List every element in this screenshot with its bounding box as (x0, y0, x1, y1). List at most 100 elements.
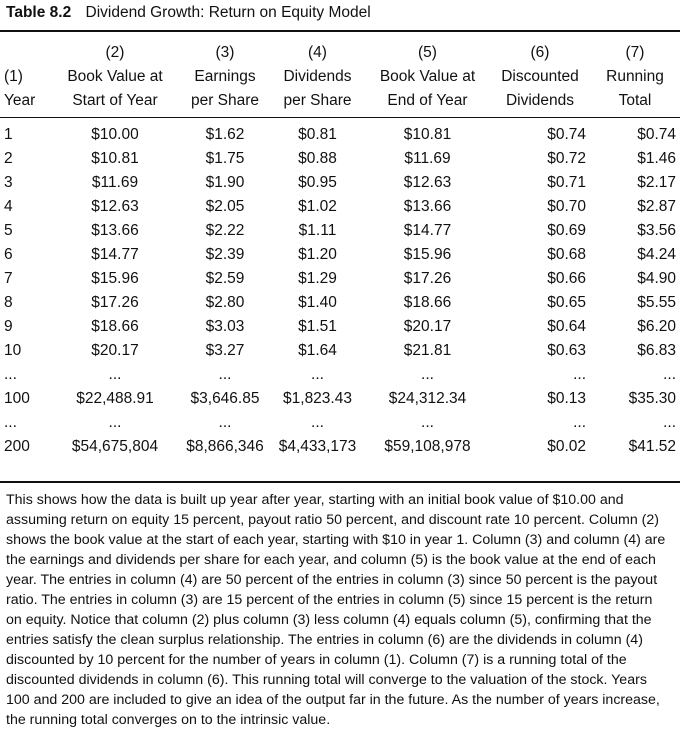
table-cell: $12.63 (91, 198, 139, 215)
table-cell: $4,433,173 (278, 438, 357, 455)
table-cell: $0.65 (547, 294, 586, 311)
table-cell: $13.66 (91, 222, 139, 239)
table-cell: $2.80 (205, 294, 245, 311)
table-cell: $0.74 (637, 126, 676, 143)
table-cell: ... (421, 414, 434, 431)
table-cell: $6.20 (637, 318, 676, 335)
table-cell: $20.17 (403, 318, 452, 335)
column-header-6: (6) Discounted Dividends (490, 36, 590, 113)
table-cell: $59,108,978 (384, 438, 471, 455)
header-rule (0, 117, 680, 118)
table-number: Table 8.2 (6, 4, 72, 21)
table-cell: $1.29 (298, 270, 337, 287)
column-header-4: (4) Dividends per Share (270, 36, 365, 113)
table-cell: ... (4, 366, 17, 383)
table-cell: ... (108, 366, 122, 383)
table-cell: $11.69 (91, 174, 139, 191)
table-cell: $1.02 (298, 198, 337, 215)
table-title: Table 8.2 Dividend Growth: Return on Equ… (6, 4, 371, 22)
table-cell: $3.03 (205, 318, 245, 335)
table-cell: 9 (4, 318, 13, 335)
table-cell: $13.66 (403, 198, 452, 215)
table-cell: $0.71 (547, 174, 586, 191)
table-cell: $1.64 (298, 342, 337, 359)
table-cell: $41.52 (628, 438, 676, 455)
table-cell: ... (573, 414, 586, 431)
table-cell: 4 (4, 198, 13, 215)
table-cell: $1.20 (298, 246, 337, 263)
table-cell: $12.63 (403, 174, 452, 191)
table-body: 1 $10.00 $1.62 $0.81 $10.81 $0.74 $0.74 2 $10.81… (0, 113, 680, 459)
column-header-line: Dividends (505, 92, 575, 109)
table-cell: $1.51 (298, 318, 337, 335)
table-cell: $10.00 (91, 126, 139, 143)
table-row: 2 $10.81 $1.75 $0.88 $11.69 $0.72 $1.46 (0, 147, 680, 171)
table-cell: $0.72 (547, 150, 586, 167)
table-cell: $14.77 (403, 222, 452, 239)
table-cell: $2.59 (205, 270, 245, 287)
column-header-line: (2) (105, 44, 125, 61)
table-row: 6 $14.77 $2.39 $1.20 $15.96 $0.68 $4.24 (0, 243, 680, 267)
table-cell: ... (663, 414, 676, 431)
table-cell: $3,646.85 (190, 390, 260, 407)
table-cell: $0.13 (547, 390, 586, 407)
table-cell: ... (311, 414, 324, 431)
table-cell: $0.74 (547, 126, 586, 143)
document-page: Table 8.2 Dividend Growth: Return on Equ… (0, 4, 680, 728)
column-header-1: (1) Year (0, 36, 50, 113)
table-cell: $0.63 (547, 342, 586, 359)
table-cell: 6 (4, 246, 13, 263)
table-cell: $15.96 (403, 246, 452, 263)
table-row: 10 $20.17 $3.27 $1.64 $21.81 $0.63 $6.83 (0, 339, 680, 363)
column-header-line: End of Year (387, 92, 468, 109)
table-cell: $14.77 (91, 246, 139, 263)
table-cell: $6.83 (637, 342, 676, 359)
table-cell: $17.26 (91, 294, 139, 311)
column-header-line: (1) (4, 68, 23, 85)
column-header-line: (6) (530, 44, 550, 61)
dividend-growth-table: (1) Year (2) Book Value at Start of Year (3) E… (0, 36, 680, 459)
table-cell: 10 (4, 342, 22, 359)
column-header-line: per Share (190, 92, 260, 109)
table-row: ..................... (0, 411, 680, 435)
table-cell: 3 (4, 174, 13, 191)
table-cell: 1 (4, 126, 13, 143)
column-header-line: (4) (308, 44, 327, 61)
table-cell: $10.81 (91, 150, 139, 167)
table-cell: $2.22 (205, 222, 245, 239)
table-cell: $35.30 (628, 390, 676, 407)
table-cell: $1.75 (205, 150, 245, 167)
table-cell: $18.66 (403, 294, 452, 311)
table-cell: ... (218, 366, 232, 383)
table-row: ..................... (0, 363, 680, 387)
table-cell: $24,312.34 (388, 390, 467, 407)
table-cell: $0.02 (547, 438, 586, 455)
table-cell: $2.17 (637, 174, 676, 191)
table-cell: $17.26 (403, 270, 452, 287)
column-header-2: (2) Book Value at Start of Year (50, 36, 180, 113)
table-cell: $11.69 (404, 150, 451, 167)
column-header-7: (7) Running Total (590, 36, 680, 113)
table-row: 1 $10.00 $1.62 $0.81 $10.81 $0.74 $0.74 (0, 113, 680, 147)
table-cell: $20.17 (91, 342, 139, 359)
table-cell: $1.11 (298, 222, 337, 239)
top-rule (0, 30, 680, 32)
table-cell: $0.88 (298, 150, 337, 167)
table-cell: $0.81 (298, 126, 337, 143)
column-header-line: per Share (283, 92, 352, 109)
column-header-line: Earnings (194, 68, 256, 85)
table-cell: $0.95 (298, 174, 337, 191)
table-cell: $1.90 (205, 174, 245, 191)
bottom-rule (0, 481, 680, 483)
table-title-text: Dividend Growth: Return on Equity Model (85, 4, 371, 21)
table-row: 100 $22,488.91 $3,646.85 $1,823.43 $24,312.3… (0, 387, 680, 411)
table-cell: $1,823.43 (283, 390, 352, 407)
table-row: 5 $13.66 $2.22 $1.11 $14.77 $0.69 $3.56 (0, 219, 680, 243)
table-cell: $1.62 (205, 126, 245, 143)
table-caption: This shows how the data is built up year… (6, 492, 666, 728)
column-header-line: (3) (215, 44, 235, 61)
table-cell: $0.66 (547, 270, 586, 287)
table-cell: $2.39 (205, 246, 245, 263)
column-header-line: Discounted (501, 68, 579, 85)
table-cell: $21.81 (403, 342, 452, 359)
